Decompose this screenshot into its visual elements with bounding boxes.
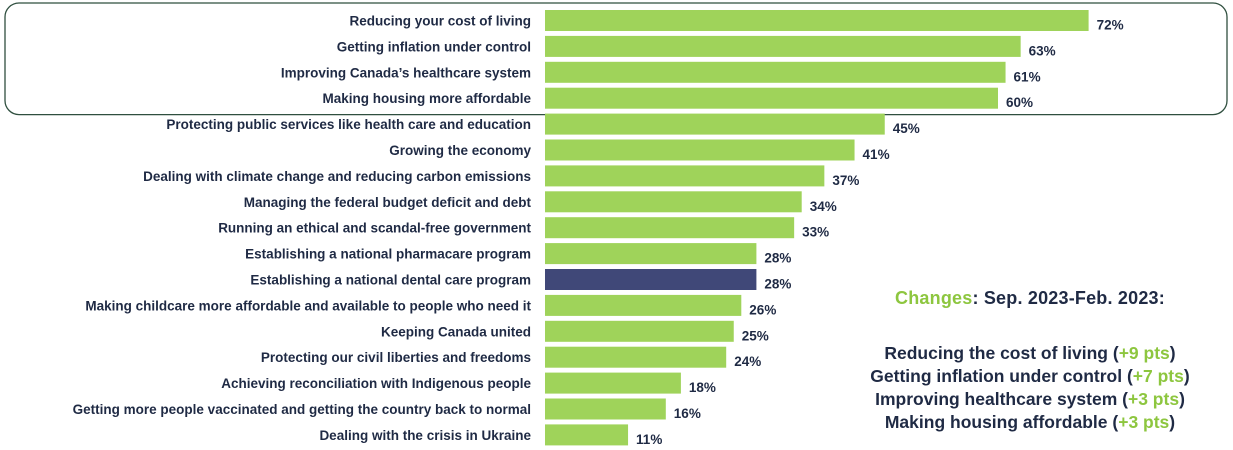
changes-item: Reducing the cost of living (+9 pts) (884, 343, 1176, 363)
bar (545, 424, 629, 446)
category-label: Growing the economy (389, 143, 531, 158)
changes-item: Improving healthcare system (+3 pts) (875, 389, 1185, 409)
changes-item: Getting inflation under control (+7 pts) (870, 366, 1190, 386)
value-label: 25% (742, 328, 769, 343)
category-label: Protecting public services like health c… (166, 117, 531, 132)
value-label: 63% (1029, 43, 1056, 58)
category-label: Reducing your cost of living (349, 14, 531, 29)
category-label: Making childcare more affordable and ava… (85, 298, 531, 313)
value-label: 34% (810, 199, 837, 214)
value-label: 72% (1097, 18, 1124, 33)
bar (545, 320, 734, 342)
bar (545, 61, 1006, 83)
value-label: 45% (893, 121, 920, 136)
changes-item-pts: +3 pts (1127, 389, 1180, 409)
category-label: Establishing a national dental care prog… (250, 273, 531, 288)
bar (545, 139, 855, 161)
bar (545, 243, 757, 265)
category-label: Managing the federal budget deficit and … (244, 195, 532, 210)
bar (545, 217, 795, 239)
category-label: Getting more people vaccinated and getti… (73, 402, 531, 417)
changes-panel: Changes: Sep. 2023-Feb. 2023: Reducing t… (840, 288, 1220, 434)
category-label: Dealing with climate change and reducing… (143, 169, 531, 184)
value-label: 28% (764, 251, 791, 266)
value-label: 24% (734, 354, 761, 369)
changes-title-accent: Changes (895, 288, 973, 308)
changes-item-text: Improving healthcare system (875, 389, 1118, 409)
value-label: 33% (802, 225, 829, 240)
category-label: Keeping Canada united (381, 324, 531, 339)
value-label: 26% (749, 302, 776, 317)
value-label: 28% (764, 277, 791, 292)
changes-title-rest: : Sep. 2023-Feb. 2023: (972, 288, 1165, 308)
category-label: Running an ethical and scandal-free gove… (218, 221, 531, 236)
changes-item-text: Reducing the cost of living (884, 343, 1108, 363)
category-label: Improving Canada’s healthcare system (281, 65, 531, 80)
changes-item-pts: +7 pts (1132, 366, 1184, 386)
value-label: 60% (1006, 95, 1033, 110)
bar (545, 294, 742, 316)
category-label: Protecting our civil liberties and freed… (261, 350, 531, 365)
changes-item-pts: +9 pts (1118, 343, 1170, 363)
bar (545, 113, 885, 135)
value-label: 18% (689, 380, 716, 395)
category-label: Making housing more affordable (322, 91, 531, 106)
bar (545, 372, 681, 394)
value-label: 16% (674, 406, 701, 421)
bar (545, 87, 998, 109)
category-label: Dealing with the crisis in Ukraine (319, 428, 531, 443)
bar (545, 35, 1021, 57)
category-label: Achieving reconciliation with Indigenous… (221, 376, 531, 391)
changes-item-pts: +3 pts (1118, 412, 1170, 432)
bar (545, 165, 825, 187)
changes-item-text: Making housing affordable (884, 412, 1108, 432)
changes-item-text: Getting inflation under control (870, 366, 1123, 386)
value-label: 11% (636, 432, 662, 447)
changes-item: Making housing affordable (+3 pts) (884, 412, 1176, 432)
category-label: Getting inflation under control (337, 39, 531, 54)
changes-list: Reducing the cost of living (+9 pts) Get… (840, 342, 1220, 434)
value-label: 41% (863, 147, 890, 162)
changes-title: Changes: Sep. 2023-Feb. 2023: (840, 288, 1220, 309)
category-label: Establishing a national pharmacare progr… (245, 247, 531, 262)
value-label: 37% (832, 173, 859, 188)
bar (545, 191, 802, 213)
value-label: 61% (1014, 69, 1041, 84)
bar (545, 269, 757, 290)
bar (545, 10, 1089, 31)
bar (545, 398, 666, 420)
bar (545, 346, 727, 368)
